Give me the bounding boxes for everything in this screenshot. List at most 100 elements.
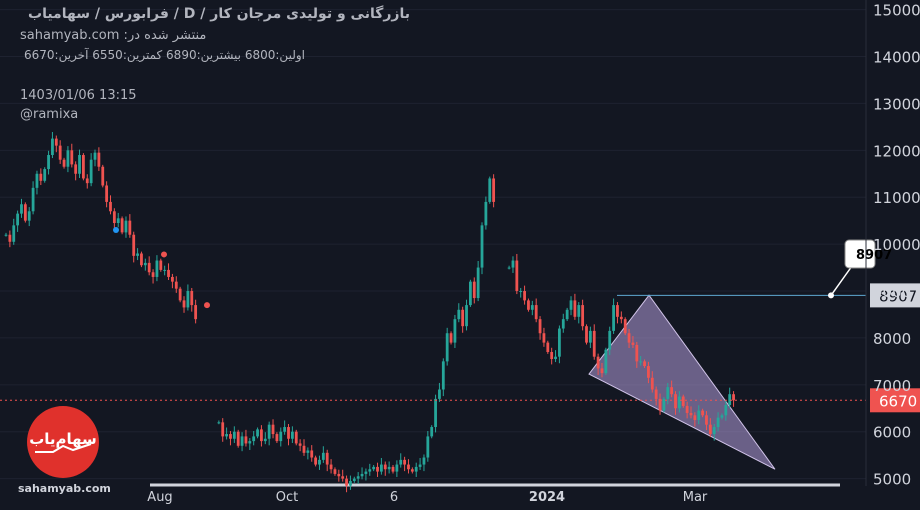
candle <box>232 426 236 443</box>
candle <box>728 387 732 409</box>
candle-body <box>186 291 190 308</box>
candle-body <box>302 445 306 453</box>
candle-body <box>360 473 364 477</box>
candle-body <box>438 389 441 399</box>
candle <box>225 427 228 440</box>
candle <box>608 326 612 356</box>
candle <box>306 447 310 460</box>
candle <box>70 143 74 168</box>
candle <box>550 347 554 365</box>
candle <box>93 149 97 167</box>
candle <box>116 212 120 228</box>
y-tick-label: 14000 <box>873 49 920 67</box>
candle-body <box>712 427 716 435</box>
candle-body <box>74 164 78 174</box>
candle <box>720 413 724 420</box>
candle-body <box>225 434 228 437</box>
candle <box>697 405 701 425</box>
candle-body <box>472 281 476 299</box>
candle-body <box>306 450 310 453</box>
x-tick-oct: Oct <box>275 490 299 505</box>
candle-body <box>120 218 124 233</box>
candle-body <box>290 431 294 439</box>
sahamyab-logo: سهام‌یاب <box>27 406 99 478</box>
candle <box>461 306 465 333</box>
candle-body <box>387 466 391 470</box>
candle <box>360 467 364 480</box>
candle-body <box>329 464 333 470</box>
candle <box>352 476 356 483</box>
candle-body <box>689 412 693 416</box>
candle <box>635 341 639 368</box>
candle <box>4 232 8 237</box>
candle-body <box>236 431 240 446</box>
candle <box>627 329 631 349</box>
candle-body <box>399 459 403 465</box>
candle-body <box>248 441 252 444</box>
candle <box>256 427 259 439</box>
candle <box>325 449 329 472</box>
candle-body <box>515 260 519 292</box>
marker-dot <box>161 251 167 258</box>
candle <box>143 258 147 271</box>
candle-body <box>54 138 58 146</box>
candle <box>171 273 174 289</box>
candle <box>221 418 225 442</box>
candle <box>453 314 457 349</box>
candle-body <box>136 253 139 256</box>
candle <box>128 214 132 238</box>
y-tick-label: 6000 <box>873 424 911 442</box>
candle-body <box>217 422 221 424</box>
candle <box>47 150 50 175</box>
candle-body <box>511 260 515 268</box>
candle-body <box>434 398 437 428</box>
candle <box>527 298 530 312</box>
candle-body <box>271 424 275 435</box>
candle <box>109 195 112 215</box>
candle <box>310 445 314 462</box>
y-tick-label: 12000 <box>873 142 920 160</box>
candle-body <box>426 436 430 458</box>
candle <box>523 285 526 305</box>
candle-body <box>554 356 557 360</box>
candle <box>356 472 360 485</box>
candle-body <box>376 466 379 472</box>
candle <box>654 386 658 406</box>
marker-dot <box>113 227 119 234</box>
y-tick-label: 15000 <box>873 2 920 20</box>
candle <box>658 393 662 415</box>
candle-body <box>287 427 290 439</box>
candle-body <box>155 260 159 277</box>
callout-pointer <box>830 265 853 296</box>
plot-background <box>0 0 866 486</box>
candle <box>441 358 445 397</box>
candle-body <box>716 417 720 428</box>
candle-body <box>283 427 287 432</box>
candle-body <box>140 253 143 266</box>
candle-body <box>492 178 496 202</box>
candle-body <box>252 436 256 442</box>
candle <box>62 157 66 169</box>
candle-body <box>314 457 317 465</box>
candle <box>54 135 58 153</box>
candle-body <box>78 155 81 174</box>
candle <box>105 181 109 208</box>
price-levels: 8907 8907 6670 <box>0 227 920 413</box>
candle-body <box>85 178 89 184</box>
y-tick-label: 9000 <box>873 283 911 301</box>
candle <box>368 463 372 476</box>
callout-box <box>844 239 876 269</box>
candle <box>643 359 646 368</box>
candle-body <box>260 429 263 442</box>
logo-text: سهام‌یاب <box>29 430 97 448</box>
candle-body <box>705 415 708 425</box>
candle-body <box>112 211 116 224</box>
candle-body <box>530 305 534 310</box>
candle <box>732 391 735 407</box>
candle-body <box>561 319 565 329</box>
candle-body <box>585 326 588 343</box>
candle-body <box>666 387 670 399</box>
candle-body <box>565 309 569 320</box>
candle <box>132 231 136 263</box>
